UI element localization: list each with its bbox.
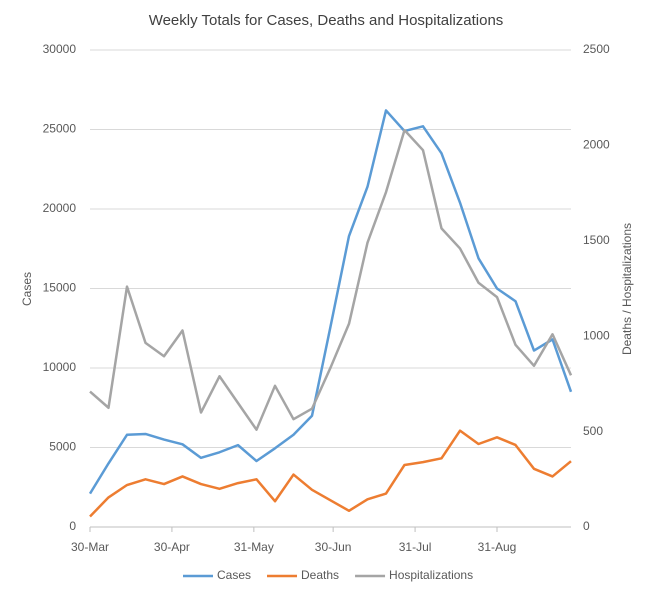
x-tick-label: 30-Jun — [315, 540, 352, 554]
legend-label: Cases — [217, 568, 251, 582]
y2-axis-label: Deaths / Hospitalizations — [620, 223, 634, 355]
y-tick-label: 0 — [69, 519, 76, 533]
y2-tick-label: 1500 — [583, 233, 610, 247]
y2-tick-label: 500 — [583, 424, 603, 438]
chart-title: Weekly Totals for Cases, Deaths and Hosp… — [149, 12, 504, 29]
y2-tick-label: 0 — [583, 519, 590, 533]
y2-tick-label: 2500 — [583, 42, 610, 56]
x-tick-label: 31-May — [234, 540, 274, 554]
series-line — [89, 128, 573, 431]
series-line — [88, 109, 573, 495]
y-tick-label: 5000 — [49, 440, 76, 454]
y2-tick-label: 2000 — [583, 138, 610, 152]
y-axis-label: Cases — [20, 272, 34, 306]
y-tick-label: 25000 — [43, 122, 77, 136]
y2-tick-label: 1000 — [583, 328, 610, 342]
x-tick-label: 30-Apr — [154, 540, 190, 554]
y-tick-label: 15000 — [43, 281, 77, 295]
y-tick-label: 30000 — [43, 42, 77, 56]
legend-label: Deaths — [301, 568, 339, 582]
x-tick-label: 30-Mar — [71, 540, 109, 554]
series-line — [89, 429, 572, 518]
y-tick-label: 10000 — [43, 360, 77, 374]
x-tick-label: 31-Jul — [399, 540, 432, 554]
x-tick-label: 31-Aug — [478, 540, 517, 554]
y-tick-label: 20000 — [43, 201, 77, 215]
legend-label: Hospitalizations — [389, 568, 473, 582]
